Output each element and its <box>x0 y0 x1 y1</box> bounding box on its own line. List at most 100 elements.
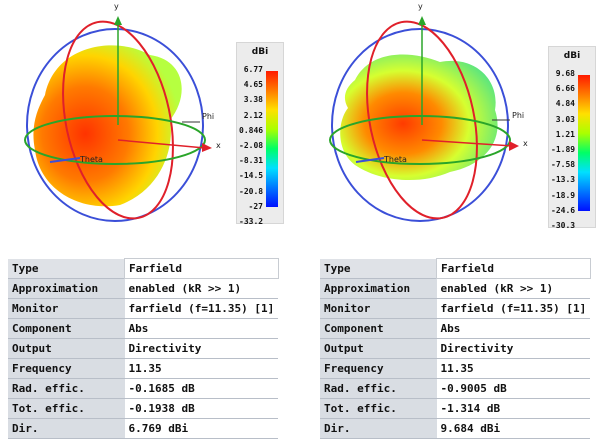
left-y-arrow <box>114 16 122 25</box>
left-colorbar: dBi 6.77 4.65 3.38 2.12 0.846 -2.08 -8.31 -14.5… <box>236 42 284 226</box>
right-colorbar-unit: dBi <box>563 51 581 61</box>
right-y-arrow <box>418 16 426 25</box>
right-colorbar-tick: 3.03 <box>555 114 575 124</box>
right-green-ring <box>329 115 511 165</box>
left-x-label: x <box>216 141 221 150</box>
right-red-ring <box>366 20 478 220</box>
left-colorbar-tick: 3.38 <box>243 95 263 105</box>
right-theta-arrow <box>355 157 385 163</box>
right-colorbar-tick: 9.68 <box>555 69 575 78</box>
left-phi-label: Phi <box>202 112 215 121</box>
right-colorbar-tick: -18.9 <box>551 190 576 200</box>
left-property-row: Rad. effic. -0.1685 dB <box>8 378 279 399</box>
left-property-key: Monitor <box>8 298 125 319</box>
right-property-key: Component <box>320 318 437 339</box>
right-property-row: Component Abs <box>320 318 591 339</box>
right-property-value: enabled (kR >> 1) <box>436 278 591 299</box>
left-x-arrow <box>202 143 212 152</box>
left-property-row: Component Abs <box>8 318 279 339</box>
right-farfield-properties-table: Type Farfield Approximation enabled (kR >> … <box>320 258 591 439</box>
right-property-key: Tot. effic. <box>320 398 437 419</box>
left-colorbar-gradient <box>266 71 278 207</box>
left-x-axis <box>117 139 206 149</box>
right-colorbar-tick: -24.6 <box>551 205 576 215</box>
right-property-value: -1.314 dB <box>436 398 591 419</box>
left-property-key: Frequency <box>8 358 125 379</box>
left-colorbar-tick: -14.5 <box>239 171 264 181</box>
left-3d-pattern <box>24 16 212 222</box>
right-x-arrow <box>509 141 519 151</box>
right-property-key: Output <box>320 338 437 359</box>
left-property-row: Tot. effic. -0.1938 dB <box>8 398 279 419</box>
left-property-key: Rad. effic. <box>8 378 125 399</box>
right-colorbar-tick: 4.84 <box>555 99 575 109</box>
left-colorbar-tick: 4.65 <box>243 80 263 90</box>
right-property-value: -0.9005 dB <box>436 378 591 399</box>
right-property-row: Type Farfield <box>320 258 591 279</box>
right-3d-pattern <box>329 16 519 222</box>
left-y-label: y <box>114 2 119 11</box>
left-property-row: Approximation enabled (kR >> 1) <box>8 278 279 299</box>
right-property-row: Frequency 11.35 <box>320 358 591 379</box>
right-property-key: Monitor <box>320 298 437 319</box>
right-colorbar-tick: -30.3 <box>551 221 576 230</box>
right-property-value: farfield (f=11.35) [1] <box>436 298 591 319</box>
right-x-axis <box>421 139 513 147</box>
right-property-value: 11.35 <box>436 358 591 379</box>
right-property-row: Rad. effic. -0.9005 dB <box>320 378 591 399</box>
left-red-ring <box>62 20 174 220</box>
right-property-row: Tot. effic. -1.314 dB <box>320 398 591 419</box>
left-colorbar-tick: -20.8 <box>239 186 264 196</box>
left-colorbar-tick: -33.2 <box>239 217 264 226</box>
right-colorbar-tick: -13.3 <box>551 175 576 185</box>
right-property-key: Rad. effic. <box>320 378 437 399</box>
left-property-value: -0.1685 dB <box>124 378 279 399</box>
left-property-key: Tot. effic. <box>8 398 125 419</box>
left-colorbar-tick: 6.77 <box>243 65 263 74</box>
right-property-value: 9.684 dBi <box>436 418 591 439</box>
right-blue-ring <box>331 28 509 222</box>
right-colorbar-tick: -1.89 <box>551 145 576 154</box>
right-pattern-surface <box>340 54 498 181</box>
left-property-key: Type <box>8 258 125 279</box>
right-property-row: Monitor farfield (f=11.35) [1] <box>320 298 591 319</box>
right-property-key: Type <box>320 258 437 279</box>
left-property-row: Frequency 11.35 <box>8 358 279 379</box>
left-colorbar-unit: dBi <box>251 47 269 57</box>
right-colorbar: dBi 9.68 6.66 4.84 3.03 1.21 -1.89 -7.58 -13.3 -… <box>548 46 596 230</box>
left-farfield-plot: y x Phi Theta dBi 6.77 4.65 3.38 2.12 0.846 -… <box>0 0 300 230</box>
left-green-ring <box>24 115 206 165</box>
left-property-value: enabled (kR >> 1) <box>124 278 279 299</box>
left-theta-label: Theta <box>80 155 103 164</box>
left-theta-arrow <box>49 157 81 163</box>
left-pattern-surface <box>33 45 182 207</box>
left-colorbar-tick: 0.846 <box>239 125 264 135</box>
left-property-value: Directivity <box>124 338 279 359</box>
right-colorbar-tick: -7.58 <box>551 160 576 170</box>
left-colorbar-tick: -27 <box>248 201 263 211</box>
left-property-key: Output <box>8 338 125 359</box>
right-phi-label: Phi <box>512 111 525 120</box>
left-property-value: Farfield <box>124 258 279 279</box>
right-theta-label: Theta <box>384 155 407 164</box>
right-colorbar-tick: 6.66 <box>555 84 575 94</box>
left-property-key: Dir. <box>8 418 125 439</box>
left-property-value: 6.769 dBi <box>124 418 279 439</box>
left-property-row: Monitor farfield (f=11.35) [1] <box>8 298 279 319</box>
left-colorbar-tick: -2.08 <box>239 141 264 150</box>
right-y-label: y <box>418 2 423 11</box>
left-property-row: Dir. 6.769 dBi <box>8 418 279 439</box>
left-blue-ring <box>26 28 204 222</box>
left-farfield-properties-table: Type Farfield Approximation enabled (kR >> … <box>8 258 279 439</box>
left-colorbar-tick: 2.12 <box>243 110 263 120</box>
left-property-value: -0.1938 dB <box>124 398 279 419</box>
right-property-row: Approximation enabled (kR >> 1) <box>320 278 591 299</box>
left-property-value: farfield (f=11.35) [1] <box>124 298 279 319</box>
right-property-value: Farfield <box>436 258 591 279</box>
left-property-value: 11.35 <box>124 358 279 379</box>
right-property-key: Dir. <box>320 418 437 439</box>
left-property-row: Type Farfield <box>8 258 279 279</box>
left-property-key: Approximation <box>8 278 125 299</box>
right-colorbar-tick: 1.21 <box>555 129 575 139</box>
right-property-value: Directivity <box>436 338 591 359</box>
